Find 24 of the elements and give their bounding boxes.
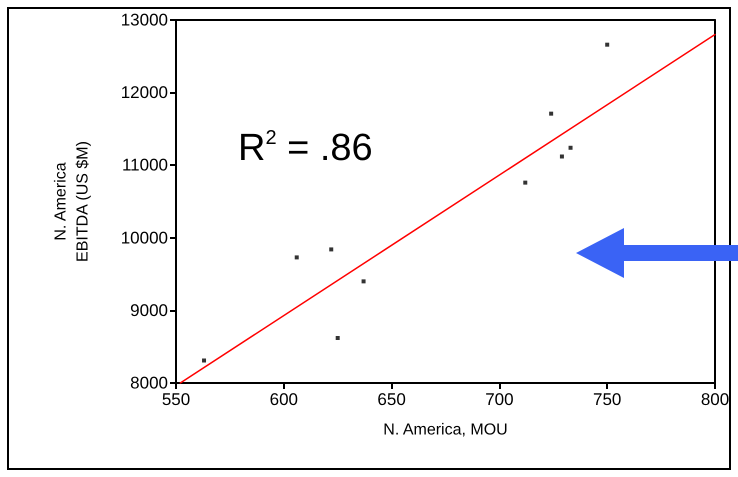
point — [294, 255, 299, 260]
y-tick-label: 11000 — [122, 156, 168, 175]
x-tick-label: 550 — [162, 390, 190, 409]
x-tick-label: 650 — [377, 390, 406, 409]
x-tick-label: 750 — [593, 390, 622, 409]
y-tick-label: 9000 — [130, 300, 168, 320]
x-tick-label: 700 — [485, 390, 514, 409]
y-tick-label: 8000 — [130, 374, 168, 392]
y-axis-title: N. America EBITDA (US $M) — [52, 141, 92, 262]
x-tick-label: 600 — [270, 390, 298, 409]
y-tick-label: 12000 — [120, 83, 168, 102]
point — [523, 180, 528, 185]
x-axis-title: N. America, MOU — [383, 422, 508, 438]
point — [202, 358, 206, 362]
point — [605, 42, 610, 47]
point — [560, 154, 564, 158]
y-tick-label: 13000 — [120, 10, 168, 30]
point — [336, 336, 340, 340]
point — [329, 247, 334, 252]
point — [362, 279, 366, 284]
point — [568, 146, 573, 150]
point — [549, 112, 554, 116]
x-tick-label: 800 — [700, 390, 730, 409]
y-tick-label: 10000 — [120, 228, 168, 248]
